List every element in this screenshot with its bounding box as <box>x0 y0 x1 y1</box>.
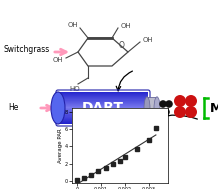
Circle shape <box>159 100 167 108</box>
Circle shape <box>185 95 197 107</box>
Bar <box>58 99 148 101</box>
Bar <box>58 117 148 118</box>
Text: OH: OH <box>143 37 154 43</box>
Bar <box>58 115 148 117</box>
Text: OH: OH <box>52 57 63 63</box>
Bar <box>147 97 157 119</box>
Text: OH: OH <box>121 23 132 29</box>
Bar <box>58 92 148 93</box>
Y-axis label: Average PAR: Average PAR <box>58 128 63 163</box>
Text: OH: OH <box>67 22 78 28</box>
Bar <box>58 120 148 121</box>
Bar <box>58 121 148 122</box>
Ellipse shape <box>51 92 65 124</box>
Circle shape <box>162 108 170 116</box>
Bar <box>58 119 148 120</box>
Circle shape <box>174 95 186 107</box>
Circle shape <box>165 100 173 108</box>
Bar <box>58 97 148 98</box>
Bar <box>58 113 148 114</box>
Bar <box>58 108 148 109</box>
Ellipse shape <box>154 97 160 119</box>
Bar <box>58 122 148 123</box>
Bar <box>58 109 148 110</box>
Bar <box>58 123 148 124</box>
Bar <box>58 101 148 102</box>
Bar <box>58 107 148 108</box>
Text: O: O <box>119 40 125 50</box>
Bar <box>58 103 148 104</box>
Text: HO: HO <box>70 86 80 92</box>
Circle shape <box>185 106 197 118</box>
Bar <box>58 98 148 99</box>
Bar <box>58 104 148 105</box>
Bar <box>58 94 148 95</box>
Text: DART: DART <box>82 101 124 115</box>
Bar <box>58 118 148 119</box>
Text: He: He <box>8 104 18 112</box>
Text: MS: MS <box>210 101 218 115</box>
Bar <box>58 105 148 106</box>
Bar <box>58 93 148 94</box>
Bar <box>58 102 148 103</box>
Bar <box>58 111 148 112</box>
Bar <box>58 96 148 97</box>
Bar <box>58 112 148 113</box>
Circle shape <box>174 106 186 118</box>
Bar <box>58 110 148 111</box>
Bar <box>58 114 148 115</box>
Bar <box>58 95 148 96</box>
Bar <box>58 106 148 107</box>
Ellipse shape <box>144 97 150 119</box>
Text: Switchgrass: Switchgrass <box>3 46 49 54</box>
